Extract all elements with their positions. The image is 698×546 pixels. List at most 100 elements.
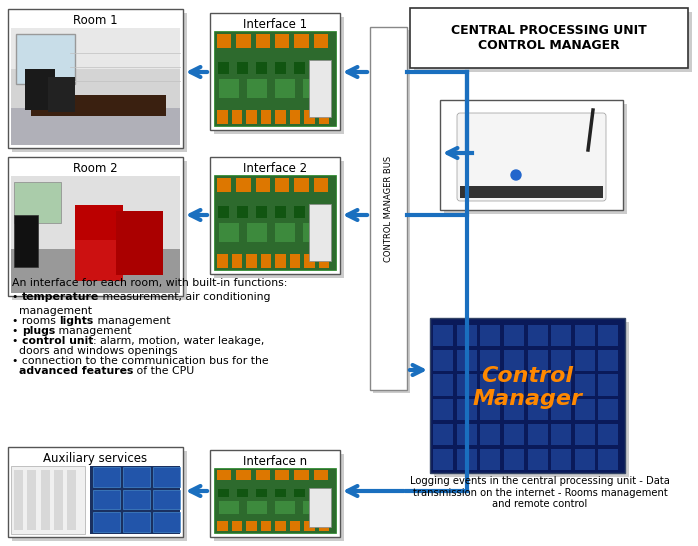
FancyBboxPatch shape <box>123 467 150 486</box>
FancyBboxPatch shape <box>313 62 325 74</box>
FancyBboxPatch shape <box>598 349 618 371</box>
FancyBboxPatch shape <box>214 175 336 270</box>
FancyBboxPatch shape <box>275 62 286 74</box>
FancyBboxPatch shape <box>219 223 239 241</box>
FancyBboxPatch shape <box>210 13 340 130</box>
FancyBboxPatch shape <box>153 490 179 509</box>
Text: temperature: temperature <box>22 292 99 302</box>
FancyBboxPatch shape <box>275 34 289 48</box>
FancyBboxPatch shape <box>255 34 270 48</box>
FancyBboxPatch shape <box>504 424 524 445</box>
FancyBboxPatch shape <box>551 424 571 445</box>
FancyBboxPatch shape <box>123 490 150 509</box>
FancyBboxPatch shape <box>304 254 315 268</box>
FancyBboxPatch shape <box>290 110 300 124</box>
FancyBboxPatch shape <box>232 110 242 124</box>
FancyBboxPatch shape <box>528 325 548 346</box>
FancyBboxPatch shape <box>504 375 524 395</box>
FancyBboxPatch shape <box>75 205 123 240</box>
FancyBboxPatch shape <box>8 9 183 148</box>
Text: •: • <box>12 326 22 336</box>
FancyBboxPatch shape <box>574 349 595 371</box>
FancyBboxPatch shape <box>290 521 300 531</box>
Text: Control
Manager: Control Manager <box>473 366 583 409</box>
FancyBboxPatch shape <box>528 424 548 445</box>
FancyBboxPatch shape <box>456 424 477 445</box>
Text: management: management <box>12 306 92 316</box>
FancyBboxPatch shape <box>260 110 272 124</box>
FancyBboxPatch shape <box>116 211 163 275</box>
FancyBboxPatch shape <box>551 399 571 420</box>
FancyBboxPatch shape <box>219 501 239 513</box>
FancyBboxPatch shape <box>480 399 500 420</box>
FancyBboxPatch shape <box>480 349 500 371</box>
FancyBboxPatch shape <box>430 318 625 473</box>
FancyBboxPatch shape <box>551 349 571 371</box>
FancyBboxPatch shape <box>456 349 477 371</box>
FancyBboxPatch shape <box>31 94 166 116</box>
FancyBboxPatch shape <box>303 79 322 98</box>
FancyBboxPatch shape <box>247 501 267 513</box>
FancyBboxPatch shape <box>294 206 306 218</box>
FancyBboxPatch shape <box>275 521 285 531</box>
FancyBboxPatch shape <box>574 399 595 420</box>
FancyBboxPatch shape <box>444 104 627 214</box>
FancyBboxPatch shape <box>237 470 251 480</box>
FancyBboxPatch shape <box>217 110 228 124</box>
Text: An interface for each room, with built-in functions:: An interface for each room, with built-i… <box>12 278 288 288</box>
FancyBboxPatch shape <box>433 424 453 445</box>
FancyBboxPatch shape <box>8 157 183 296</box>
FancyBboxPatch shape <box>275 223 295 241</box>
Text: advanced features: advanced features <box>19 366 133 376</box>
FancyBboxPatch shape <box>295 34 309 48</box>
FancyBboxPatch shape <box>313 489 325 497</box>
FancyBboxPatch shape <box>318 521 329 531</box>
FancyBboxPatch shape <box>528 399 548 420</box>
FancyBboxPatch shape <box>304 110 315 124</box>
FancyBboxPatch shape <box>309 488 331 526</box>
FancyBboxPatch shape <box>93 512 120 532</box>
FancyBboxPatch shape <box>414 12 692 72</box>
FancyBboxPatch shape <box>275 501 295 513</box>
FancyBboxPatch shape <box>598 399 618 420</box>
Text: management: management <box>94 316 170 326</box>
FancyBboxPatch shape <box>232 521 242 531</box>
Text: CENTRAL PROCESSING UNIT
CONTROL MANAGER: CENTRAL PROCESSING UNIT CONTROL MANAGER <box>451 24 647 52</box>
FancyBboxPatch shape <box>528 375 548 395</box>
FancyBboxPatch shape <box>218 206 230 218</box>
FancyBboxPatch shape <box>260 521 272 531</box>
Text: Interface n: Interface n <box>243 455 307 468</box>
FancyBboxPatch shape <box>237 206 248 218</box>
FancyBboxPatch shape <box>214 17 344 134</box>
FancyBboxPatch shape <box>598 375 618 395</box>
FancyBboxPatch shape <box>313 34 328 48</box>
FancyBboxPatch shape <box>275 110 285 124</box>
FancyBboxPatch shape <box>12 13 187 152</box>
Text: measurement, air conditioning: measurement, air conditioning <box>99 292 271 302</box>
FancyBboxPatch shape <box>275 206 286 218</box>
FancyBboxPatch shape <box>275 178 289 192</box>
FancyBboxPatch shape <box>153 467 179 486</box>
FancyBboxPatch shape <box>217 521 228 531</box>
FancyBboxPatch shape <box>246 521 257 531</box>
FancyBboxPatch shape <box>457 113 606 201</box>
Text: • connection to the communication bus for the: • connection to the communication bus fo… <box>12 356 269 366</box>
FancyBboxPatch shape <box>410 8 688 68</box>
FancyBboxPatch shape <box>48 77 75 112</box>
Text: lights: lights <box>59 316 94 326</box>
FancyBboxPatch shape <box>318 110 329 124</box>
Circle shape <box>511 170 521 180</box>
FancyBboxPatch shape <box>433 325 453 346</box>
Text: doors and windows openings: doors and windows openings <box>12 346 177 356</box>
Text: control unit: control unit <box>22 336 94 346</box>
FancyBboxPatch shape <box>247 223 267 241</box>
FancyBboxPatch shape <box>275 489 286 497</box>
FancyBboxPatch shape <box>153 512 179 532</box>
FancyBboxPatch shape <box>456 449 477 470</box>
FancyBboxPatch shape <box>256 489 267 497</box>
FancyBboxPatch shape <box>480 375 500 395</box>
FancyBboxPatch shape <box>303 223 322 241</box>
FancyBboxPatch shape <box>504 399 524 420</box>
FancyBboxPatch shape <box>598 325 618 346</box>
FancyBboxPatch shape <box>217 178 231 192</box>
